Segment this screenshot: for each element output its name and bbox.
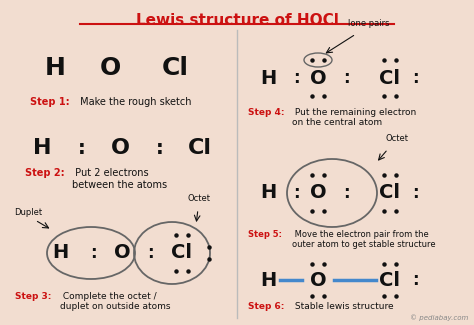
Text: Lewis structure of HOCl: Lewis structure of HOCl bbox=[136, 13, 338, 28]
Text: O: O bbox=[310, 184, 326, 202]
Text: Move the electron pair from the
outer atom to get stable structure: Move the electron pair from the outer at… bbox=[292, 230, 436, 249]
Text: Step 2:: Step 2: bbox=[25, 168, 64, 178]
Text: Step 6:: Step 6: bbox=[248, 302, 284, 311]
Text: Step 5:: Step 5: bbox=[248, 230, 282, 239]
Text: Put the remaining electron
on the central atom: Put the remaining electron on the centra… bbox=[292, 108, 416, 127]
Text: :: : bbox=[343, 184, 349, 202]
Text: Step 3:: Step 3: bbox=[15, 292, 51, 301]
Text: Complete the octet /
duplet on outside atoms: Complete the octet / duplet on outside a… bbox=[60, 292, 171, 311]
Text: :: : bbox=[343, 69, 349, 87]
Text: O: O bbox=[100, 56, 120, 80]
Text: Duplet: Duplet bbox=[14, 208, 42, 217]
Text: :: : bbox=[146, 244, 153, 262]
Text: Cl: Cl bbox=[380, 69, 401, 87]
Text: :: : bbox=[292, 184, 299, 202]
Text: H: H bbox=[52, 243, 68, 263]
Text: Cl: Cl bbox=[172, 243, 192, 263]
Text: H: H bbox=[260, 184, 276, 202]
Text: :: : bbox=[90, 244, 96, 262]
Text: Octet: Octet bbox=[188, 194, 211, 203]
Text: © pediabay.com: © pediabay.com bbox=[410, 314, 468, 321]
Text: :: : bbox=[292, 69, 299, 87]
Text: Step 1:: Step 1: bbox=[30, 97, 70, 107]
Text: Step 4:: Step 4: bbox=[248, 108, 284, 117]
Text: Put 2 electrons
between the atoms: Put 2 electrons between the atoms bbox=[72, 168, 167, 189]
Text: Cl: Cl bbox=[380, 184, 401, 202]
Text: lone pairs: lone pairs bbox=[348, 19, 390, 28]
Text: :: : bbox=[412, 184, 419, 202]
Text: Stable lewis structure: Stable lewis structure bbox=[292, 302, 393, 311]
Text: H: H bbox=[260, 270, 276, 290]
Text: O: O bbox=[110, 138, 129, 158]
Text: O: O bbox=[114, 243, 130, 263]
Text: Cl: Cl bbox=[188, 138, 212, 158]
Text: Octet: Octet bbox=[386, 134, 409, 143]
Text: O: O bbox=[310, 270, 326, 290]
Text: Cl: Cl bbox=[162, 56, 189, 80]
Text: Make the rough sketch: Make the rough sketch bbox=[77, 97, 191, 107]
Text: O: O bbox=[310, 69, 326, 87]
Text: :: : bbox=[78, 138, 86, 158]
Text: :: : bbox=[412, 271, 419, 289]
Text: H: H bbox=[45, 56, 65, 80]
Text: Cl: Cl bbox=[380, 270, 401, 290]
Text: H: H bbox=[260, 69, 276, 87]
Text: :: : bbox=[412, 69, 419, 87]
Text: H: H bbox=[33, 138, 51, 158]
Text: :: : bbox=[156, 138, 164, 158]
